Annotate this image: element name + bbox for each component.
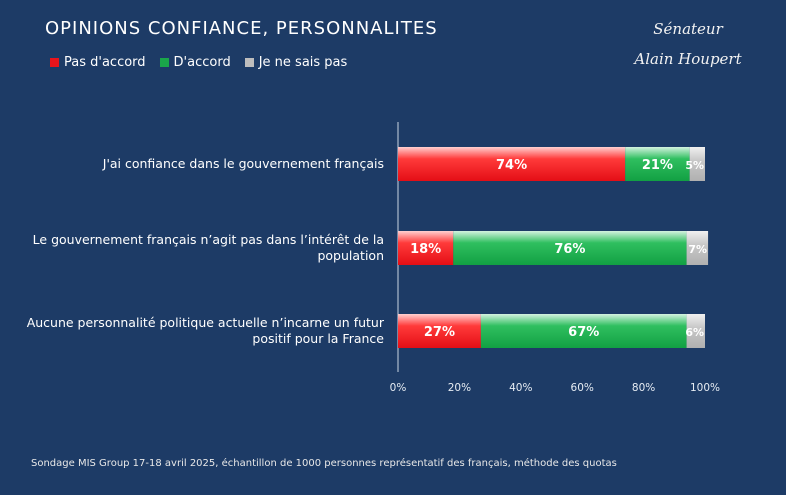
x-tick-label: 40% bbox=[509, 382, 532, 394]
bar-segment bbox=[686, 231, 709, 265]
legend-item: Je ne sais pas bbox=[244, 55, 348, 70]
chart-title: OPINIONS CONFIANCE, PERSONNALITES bbox=[45, 18, 438, 39]
data-label: 5% bbox=[685, 159, 704, 172]
signature-line-1: Sénateur bbox=[653, 20, 723, 38]
legend-label: D'accord bbox=[173, 55, 231, 70]
x-tick-label: 100% bbox=[690, 382, 720, 394]
x-tick-label: 80% bbox=[632, 382, 655, 394]
bar-segment bbox=[398, 231, 454, 265]
data-label: 21% bbox=[642, 158, 673, 173]
bar-segment bbox=[686, 314, 705, 348]
bar-segment bbox=[398, 314, 481, 348]
legend: Pas d'accord D'accord Je ne sais pas bbox=[50, 55, 347, 70]
signature-line-2: Alain Houpert bbox=[634, 50, 742, 68]
legend-item: Pas d'accord bbox=[50, 55, 146, 70]
bar-segment bbox=[398, 147, 626, 181]
data-label: 18% bbox=[410, 242, 441, 257]
source-note: Sondage MIS Group 17-18 avril 2025, écha… bbox=[31, 458, 617, 469]
x-tick-label: 20% bbox=[448, 382, 471, 394]
data-label: 6% bbox=[685, 326, 704, 339]
bar-segment bbox=[625, 147, 690, 181]
x-tick-label: 0% bbox=[390, 382, 407, 394]
bar-segment bbox=[689, 147, 705, 181]
data-label: 7% bbox=[688, 243, 707, 256]
bar-segment bbox=[453, 231, 687, 265]
category-label: Le gouvernement français n’agit pas dans… bbox=[33, 232, 384, 263]
category-label: J'ai confiance dans le gouvernement fran… bbox=[102, 156, 384, 171]
data-label: 76% bbox=[554, 242, 585, 257]
signature-logo: Sénateur Alain Houpert bbox=[618, 14, 758, 74]
legend-item: D'accord bbox=[159, 55, 231, 70]
bar-segment bbox=[480, 314, 687, 348]
data-label: 27% bbox=[424, 325, 455, 340]
data-label: 74% bbox=[496, 158, 527, 173]
x-tick-label: 60% bbox=[571, 382, 594, 394]
legend-swatch bbox=[244, 58, 254, 67]
category-label: Aucune personnalité politique actuelle n… bbox=[27, 315, 385, 346]
data-label: 67% bbox=[568, 325, 599, 340]
legend-swatch bbox=[50, 58, 59, 67]
legend-label: Pas d'accord bbox=[64, 55, 146, 70]
legend-swatch bbox=[159, 58, 169, 67]
legend-label: Je ne sais pas bbox=[258, 55, 348, 70]
